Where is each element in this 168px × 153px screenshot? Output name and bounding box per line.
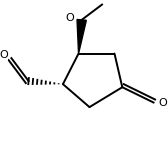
Text: O: O [66,13,74,23]
Text: O: O [158,97,167,108]
Text: O: O [0,50,8,60]
Polygon shape [77,19,86,54]
